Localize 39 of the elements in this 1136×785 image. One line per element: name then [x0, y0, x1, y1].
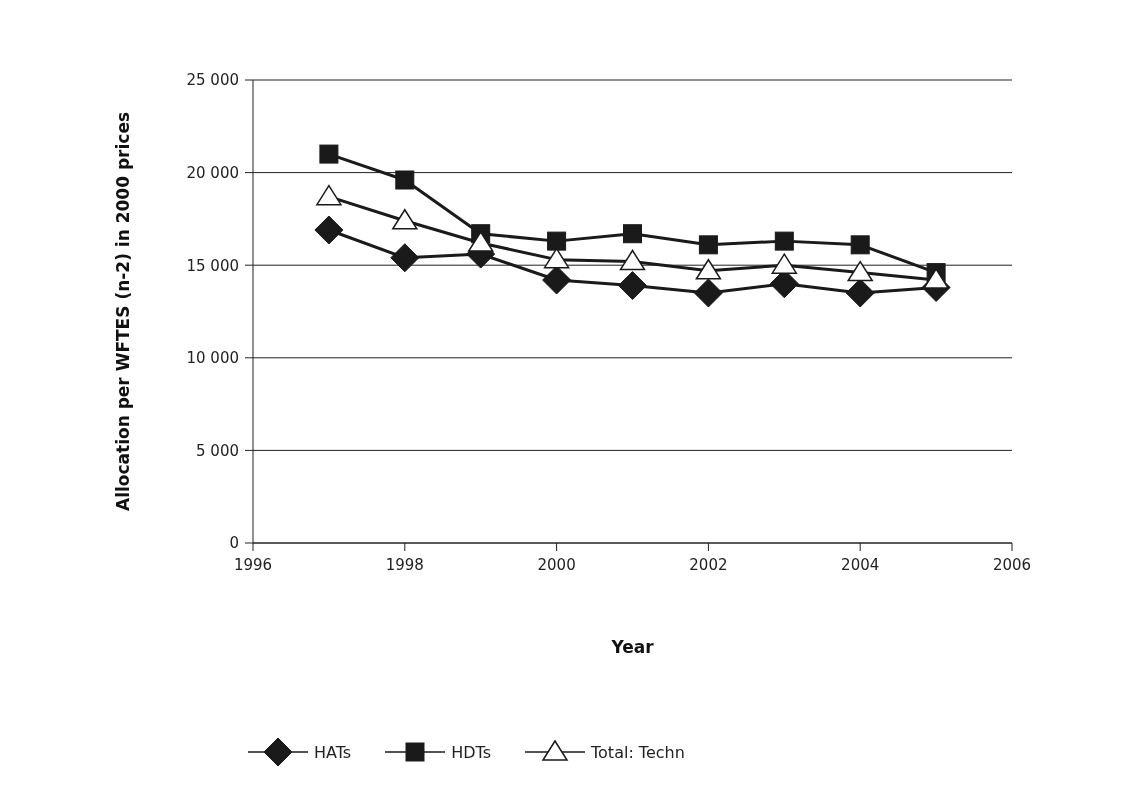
y-tick-label: 5 000: [196, 441, 239, 460]
point: [395, 170, 415, 190]
point: [547, 231, 567, 251]
x-tick-label: 1998: [385, 555, 424, 574]
point: [923, 268, 949, 289]
x-tick-label: 2002: [689, 555, 728, 574]
point: [771, 253, 798, 274]
x-tick-label: 2006: [992, 555, 1032, 574]
y-tick-label: 15 000: [186, 256, 239, 275]
point: [316, 184, 342, 206]
point: [850, 235, 870, 255]
y-tick-label: 20 000: [186, 163, 239, 182]
x-tick-label: 2004: [841, 555, 880, 574]
point: [392, 209, 418, 230]
y-tick-label: 25 000: [186, 71, 239, 90]
x-tick-label: 1996: [233, 555, 273, 574]
legend-label: HDTs: [451, 742, 492, 762]
point: [543, 247, 570, 269]
legend-label: Total: Techn: [591, 742, 685, 762]
point: [618, 271, 647, 301]
point: [623, 224, 642, 244]
point: [847, 260, 873, 282]
point: [314, 215, 344, 245]
y-tick-label: 10 000: [186, 349, 239, 368]
point: [695, 259, 722, 280]
point: [693, 278, 723, 308]
y-tick-label: 0: [229, 534, 239, 553]
point: [774, 231, 794, 251]
point: [698, 235, 718, 255]
point: [467, 231, 494, 252]
point: [319, 144, 339, 164]
x-tick-label: 2000: [537, 555, 576, 574]
point: [845, 278, 875, 308]
point: [390, 243, 420, 273]
x-axis-title: Year: [610, 637, 655, 657]
point: [542, 265, 572, 295]
legend-label: HATs: [314, 742, 352, 762]
y-axis-title: Allocation per WFTES (n-2) in 2000 prices: [113, 111, 134, 512]
point: [619, 249, 646, 271]
